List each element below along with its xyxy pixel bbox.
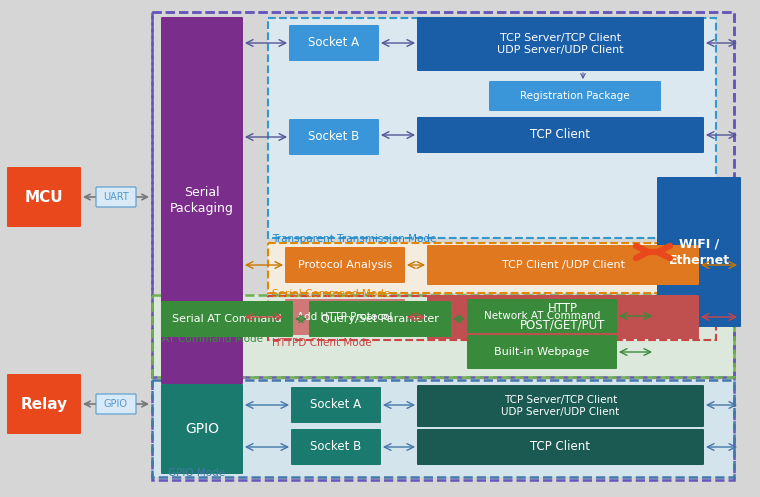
Text: TCP Server/TCP Client
UDP Server/UDP Client: TCP Server/TCP Client UDP Server/UDP Cli… xyxy=(502,395,619,417)
Text: Socket B: Socket B xyxy=(309,131,359,144)
Text: TCP Client: TCP Client xyxy=(530,129,591,142)
Text: GPIO Mode: GPIO Mode xyxy=(168,468,225,478)
FancyBboxPatch shape xyxy=(467,299,617,333)
FancyBboxPatch shape xyxy=(427,295,699,339)
Text: Socket A: Socket A xyxy=(310,399,362,412)
FancyBboxPatch shape xyxy=(417,17,704,71)
Bar xyxy=(268,296,716,340)
Bar xyxy=(268,18,716,238)
Text: Network AT Command: Network AT Command xyxy=(484,311,600,321)
Text: MCU: MCU xyxy=(24,189,63,204)
Text: GPIO: GPIO xyxy=(104,399,128,409)
Bar xyxy=(268,18,716,238)
FancyBboxPatch shape xyxy=(427,245,699,285)
Bar xyxy=(268,243,716,293)
FancyBboxPatch shape xyxy=(289,119,379,155)
Bar xyxy=(152,380,734,477)
FancyBboxPatch shape xyxy=(161,384,243,474)
Text: Serial
Packaging: Serial Packaging xyxy=(170,186,234,215)
Bar xyxy=(268,243,716,293)
Bar xyxy=(152,295,734,377)
FancyBboxPatch shape xyxy=(289,25,379,61)
Text: Registration Package: Registration Package xyxy=(520,91,630,101)
Text: Relay: Relay xyxy=(21,397,68,412)
Text: Built-in Webpage: Built-in Webpage xyxy=(494,347,590,357)
Text: Query/Set Parameter: Query/Set Parameter xyxy=(321,314,439,324)
Bar xyxy=(152,380,734,477)
Text: Add HTTP Protocol: Add HTTP Protocol xyxy=(297,312,393,322)
Text: HTTP
POST/GET/PUT: HTTP POST/GET/PUT xyxy=(521,303,606,331)
Text: TCP Server/TCP Client
UDP Server/UDP Client: TCP Server/TCP Client UDP Server/UDP Cli… xyxy=(497,33,624,55)
FancyBboxPatch shape xyxy=(417,429,704,465)
Bar xyxy=(152,295,734,377)
Text: Protocol Analysis: Protocol Analysis xyxy=(298,260,392,270)
Text: TCP Client /UDP Client: TCP Client /UDP Client xyxy=(502,260,625,270)
FancyBboxPatch shape xyxy=(489,81,661,111)
FancyBboxPatch shape xyxy=(7,374,81,434)
Text: TCP Client: TCP Client xyxy=(530,440,591,453)
FancyBboxPatch shape xyxy=(161,17,243,384)
Text: AT Command Mode: AT Command Mode xyxy=(162,334,263,344)
Text: Serial Command Mode: Serial Command Mode xyxy=(272,289,390,299)
FancyBboxPatch shape xyxy=(285,247,405,283)
FancyBboxPatch shape xyxy=(417,385,704,427)
Text: Socket A: Socket A xyxy=(309,36,359,50)
FancyBboxPatch shape xyxy=(7,167,81,227)
FancyBboxPatch shape xyxy=(96,187,136,207)
Text: GPIO: GPIO xyxy=(185,422,219,436)
FancyBboxPatch shape xyxy=(161,301,293,337)
Bar xyxy=(268,296,716,340)
Text: Serial AT Command: Serial AT Command xyxy=(173,314,282,324)
FancyBboxPatch shape xyxy=(417,117,704,153)
Bar xyxy=(152,12,734,480)
Text: Socket B: Socket B xyxy=(310,440,362,453)
Text: WIFI /
Ethernet: WIFI / Ethernet xyxy=(669,238,730,266)
Text: UART: UART xyxy=(103,192,129,202)
Bar xyxy=(152,12,734,377)
Text: HTTPD Client Mode: HTTPD Client Mode xyxy=(272,338,372,348)
FancyBboxPatch shape xyxy=(285,299,405,335)
FancyBboxPatch shape xyxy=(291,387,381,423)
FancyBboxPatch shape xyxy=(657,177,741,327)
FancyBboxPatch shape xyxy=(467,335,617,369)
FancyBboxPatch shape xyxy=(309,301,451,337)
FancyBboxPatch shape xyxy=(96,394,136,414)
FancyBboxPatch shape xyxy=(291,429,381,465)
Text: Transparent Transmission Mode: Transparent Transmission Mode xyxy=(272,234,436,244)
